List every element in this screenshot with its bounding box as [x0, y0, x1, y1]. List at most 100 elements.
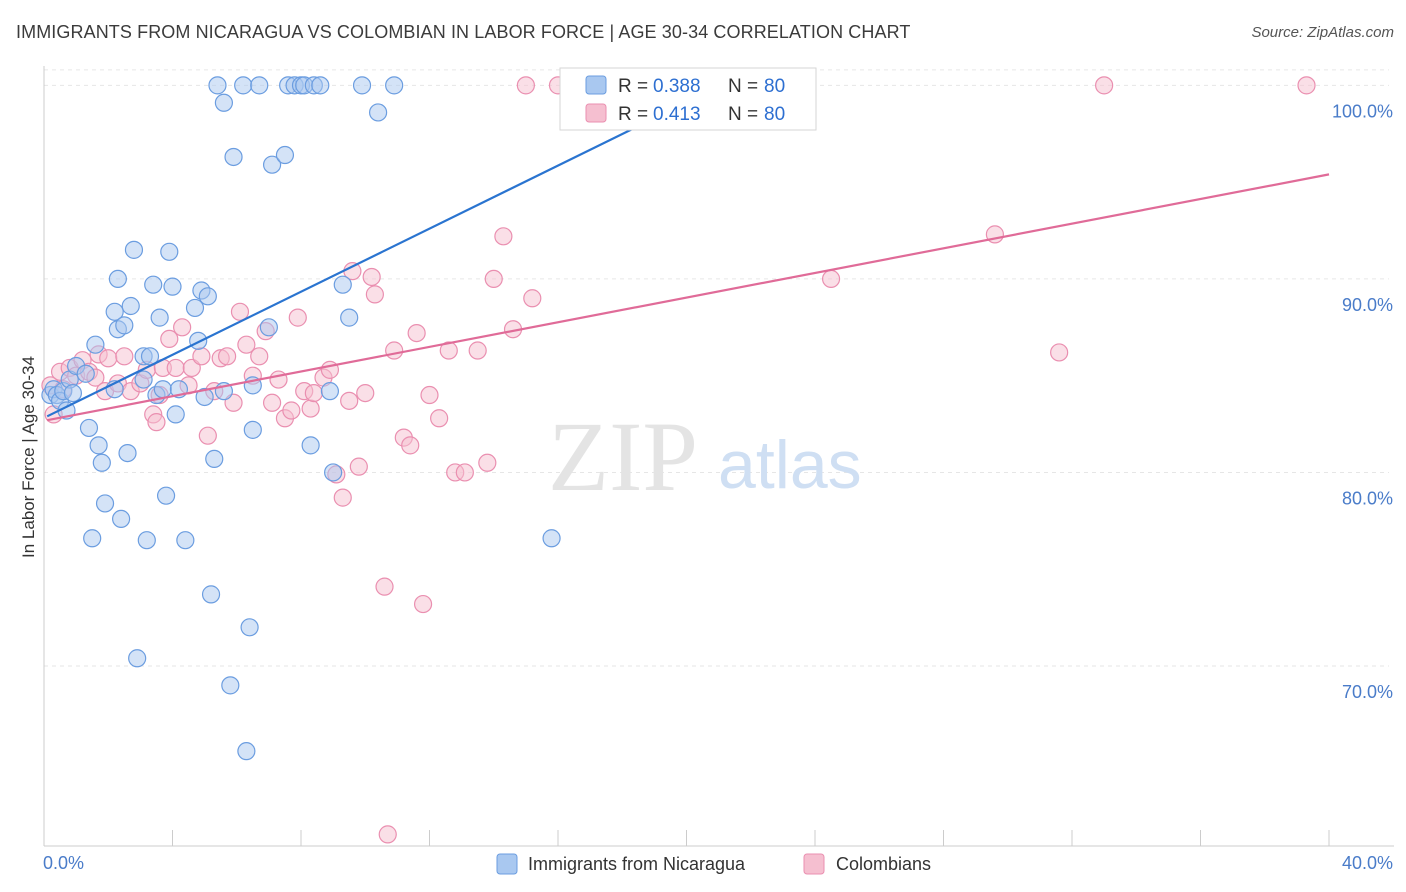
- pink-point-18: [147, 413, 166, 432]
- blue-point-30: [144, 275, 163, 294]
- pink-point-62: [430, 409, 449, 428]
- blue-point-46: [205, 449, 224, 469]
- pink-point-67: [478, 453, 497, 472]
- blue-point-33: [153, 380, 172, 399]
- pink-point-60: [413, 594, 433, 614]
- pink-point-53: [362, 267, 381, 287]
- pink-point-69: [494, 227, 513, 246]
- blue-point-73: [369, 103, 388, 122]
- pink-point-40: [282, 401, 301, 420]
- pink-point-22: [166, 358, 185, 378]
- legend-label-colombians: Colombians: [836, 854, 931, 874]
- blue-point-20: [111, 509, 131, 529]
- blue-point-41: [189, 331, 208, 350]
- stats-legend-swatch-pink: [585, 103, 607, 123]
- gridlines: [44, 69, 1389, 667]
- blue-point-32: [150, 308, 169, 327]
- pink-point-41: [288, 308, 307, 327]
- stats-legend-swatch-blue: [585, 75, 607, 95]
- blue-point-49: [214, 93, 233, 112]
- blue-point-22: [118, 443, 137, 463]
- y-tick-labels: 100.0% 90.0% 80.0% 70.0%: [1332, 101, 1393, 702]
- x-tick-label-1: 40.0%: [1342, 853, 1393, 873]
- blue-point-70: [333, 275, 352, 294]
- blue-point-10: [86, 335, 105, 354]
- blue-point-14: [92, 453, 111, 472]
- stats-r-label-pink: R =: [618, 104, 648, 125]
- pink-point-43: [301, 399, 320, 418]
- pink-point-51: [349, 457, 368, 476]
- pink-point-68: [484, 269, 503, 289]
- pink-point-26: [192, 347, 211, 366]
- pink-point-71: [523, 289, 542, 308]
- blue-point-65: [301, 436, 320, 455]
- blue-point-45: [201, 585, 221, 604]
- y-tick-label-3: 70.0%: [1342, 682, 1393, 702]
- trendline-nicaragua: [46, 74, 742, 418]
- pink-point-66: [468, 341, 487, 360]
- y-axis-title: In Labor Force | Age 30-34: [19, 356, 38, 558]
- blue-point-37: [166, 405, 185, 424]
- pink-point-44: [304, 383, 323, 403]
- stats-r-value-pink: 0.413: [653, 104, 701, 125]
- pink-point-48: [333, 488, 352, 507]
- legend-swatch-colombians: [803, 853, 825, 875]
- pink-point-30: [218, 347, 237, 366]
- blue-point-25: [128, 649, 147, 668]
- pink-point-58: [401, 436, 420, 455]
- x-tick-labels: 0.0% 40.0%: [43, 853, 1393, 873]
- blue-point-67: [311, 76, 330, 95]
- legend-swatch-nicaragua: [496, 853, 518, 875]
- pink-point-52: [356, 383, 375, 403]
- nicaragua-points: [41, 76, 696, 761]
- pink-point-27: [198, 426, 217, 445]
- blue-point-36: [163, 277, 182, 296]
- pink-point-49: [340, 391, 359, 410]
- pink-point-72: [378, 825, 397, 844]
- blue-point-59: [262, 155, 282, 174]
- stats-r-value-blue: 0.388: [653, 76, 701, 97]
- blue-point-60: [275, 145, 295, 165]
- pink-point-56: [385, 341, 404, 360]
- blue-point-6: [63, 383, 83, 403]
- pink-point-37: [262, 393, 282, 412]
- pink-point-75: [821, 269, 841, 289]
- stats-n-value-blue: 80: [764, 76, 785, 97]
- blue-point-72: [352, 76, 372, 95]
- stats-n-label-pink: N =: [728, 104, 758, 125]
- pink-point-65: [455, 463, 474, 482]
- blue-point-9: [76, 364, 95, 383]
- blue-point-40: [185, 298, 205, 318]
- pink-point-13: [115, 347, 134, 366]
- pink-point-61: [420, 385, 439, 405]
- pink-point-73: [516, 76, 535, 95]
- blue-point-26: [134, 370, 153, 389]
- blue-point-13: [89, 436, 108, 455]
- watermark-zip: ZIP: [548, 401, 698, 512]
- pink-point-31: [224, 393, 243, 412]
- chart-title: IMMIGRANTS FROM NICARAGUA VS COLOMBIAN I…: [16, 22, 911, 42]
- pink-point-25: [182, 358, 201, 378]
- blue-point-11: [79, 418, 99, 438]
- pink-point-78: [1095, 76, 1114, 95]
- chart-source: Source: ZipAtlas.com: [1251, 24, 1394, 41]
- blue-point-48: [208, 76, 227, 95]
- pink-point-59: [407, 323, 426, 343]
- blue-point-35: [160, 242, 179, 261]
- blue-point-69: [324, 463, 343, 482]
- watermark: ZIP atlas: [548, 401, 862, 512]
- pink-point-63: [439, 341, 458, 360]
- blue-point-23: [121, 296, 140, 316]
- blue-point-44: [198, 287, 217, 306]
- blue-point-15: [95, 494, 115, 513]
- pink-point-54: [365, 285, 384, 304]
- blue-point-53: [237, 742, 256, 761]
- pink-point-77: [1050, 343, 1069, 362]
- blue-point-54: [240, 618, 259, 637]
- blue-point-21: [115, 316, 134, 335]
- pink-point-11: [99, 349, 118, 368]
- blue-point-56: [243, 420, 262, 439]
- blue-point-18: [105, 302, 124, 321]
- blue-point-71: [340, 308, 359, 327]
